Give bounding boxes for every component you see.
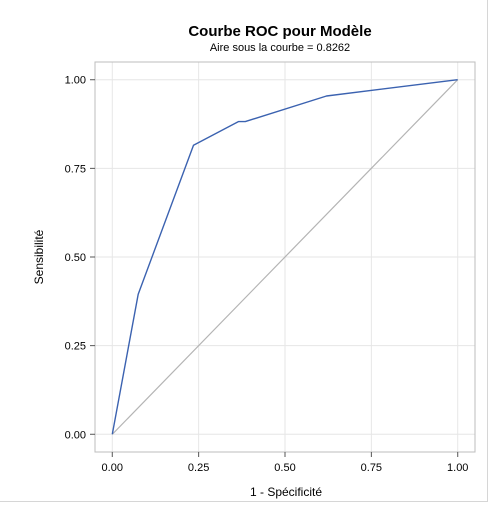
y-axis-label: Sensibilité <box>32 229 46 284</box>
x-axis-label: 1 - Spécificité <box>250 485 322 499</box>
chart-subtitle: Aire sous la courbe = 0.8262 <box>210 42 350 54</box>
x-tick-label: 0.75 <box>361 462 382 474</box>
y-tick-label: 1.00 <box>65 75 86 87</box>
diagonal-reference-line <box>111 79 459 435</box>
chart-title: Courbe ROC pour Modèle <box>188 23 371 40</box>
x-tick-label: 0.50 <box>274 462 295 474</box>
y-tick-label: 0.75 <box>65 163 86 175</box>
series-group <box>111 79 459 435</box>
roc-curve-line <box>111 79 458 435</box>
x-tick-label: 0.00 <box>102 462 123 474</box>
y-tick-label: 0.50 <box>65 252 86 264</box>
x-axis: 0.00 0.25 0.50 0.75 1.00 <box>102 452 468 474</box>
grid <box>95 62 475 452</box>
y-axis: 0.00 0.25 0.50 0.75 1.00 <box>65 75 95 441</box>
x-tick-label: 1.00 <box>447 462 468 474</box>
x-tick-label: 0.25 <box>188 462 209 474</box>
chart-frame <box>0 0 488 502</box>
y-tick-label: 0.00 <box>65 429 86 441</box>
y-tick-label: 0.25 <box>65 341 86 353</box>
